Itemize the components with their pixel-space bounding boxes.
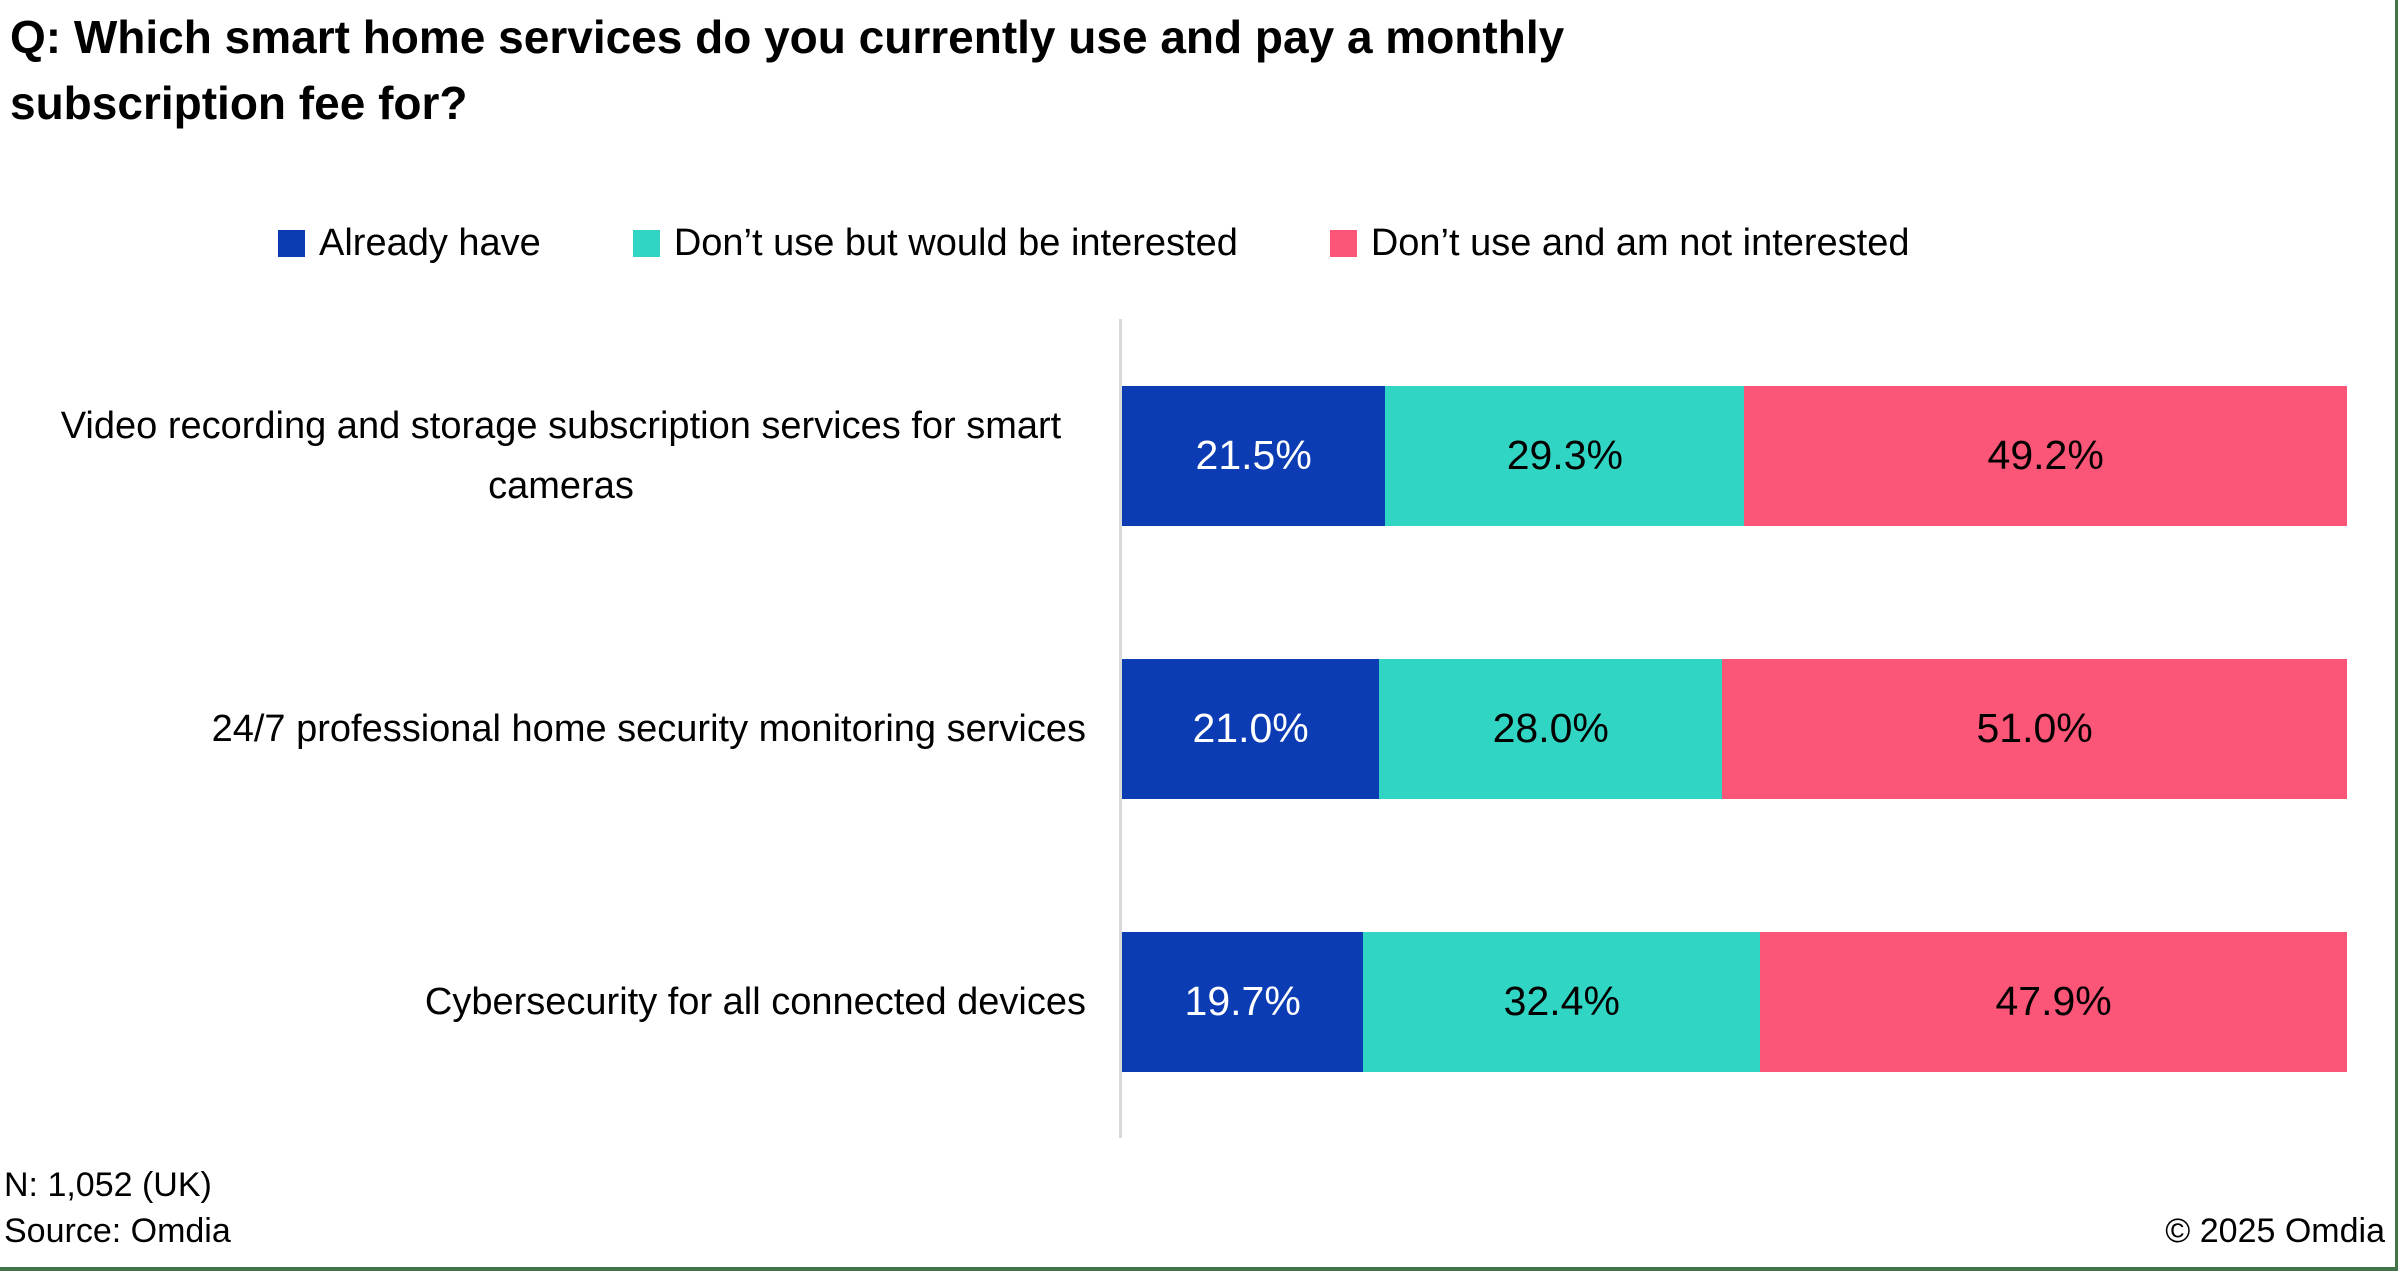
legend-swatch-icon	[632, 230, 660, 257]
category-cell: 24/7 professional home security monitori…	[0, 699, 1122, 759]
plot-area: Video recording and storage subscription…	[0, 319, 2395, 1138]
bar-segment: 28.0%	[1379, 658, 1723, 799]
legend-label: Don’t use but would be interested	[673, 222, 1238, 264]
data-label: 29.3%	[1506, 432, 1623, 478]
copyright-note: © 2025 Omdia	[2165, 1212, 2385, 1250]
bar-segment: 51.0%	[1722, 658, 2347, 799]
data-label: 21.5%	[1195, 432, 1312, 478]
bar-segment: 21.5%	[1122, 385, 1386, 526]
legend-label: Don’t use and am not interested	[1370, 222, 1910, 264]
bar-segment: 19.7%	[1122, 931, 1364, 1072]
stacked-bar: 21.5% 29.3% 49.2%	[1122, 385, 2347, 526]
category-label: Video recording and storage subscription…	[60, 404, 1062, 507]
legend-item: Don’t use but would be interested	[632, 222, 1238, 265]
legend-swatch-icon	[278, 230, 305, 257]
chart-row: Cybersecurity for all connected devices 1…	[0, 865, 2395, 1138]
stacked-bar: 21.0% 28.0% 51.0%	[1122, 658, 2347, 799]
footer: N: 1,052 (UK) Source: Omdia © 2025 Omdia	[0, 1162, 2395, 1254]
data-label: 32.4%	[1503, 978, 1620, 1024]
legend-item: Don’t use and am not interested	[1329, 222, 1910, 265]
bar-segment: 47.9%	[1760, 931, 2348, 1072]
category-label: Cybersecurity for all connected devices	[424, 980, 1086, 1023]
category-label: 24/7 professional home security monitori…	[211, 707, 1086, 750]
data-label: 51.0%	[1976, 705, 2093, 751]
legend: Already have Don’t use but would be inter…	[278, 222, 2395, 265]
data-label: 49.2%	[1987, 432, 2104, 478]
data-label: 21.0%	[1192, 705, 1309, 751]
chart-title: Q: Which smart home services do you curr…	[10, 11, 1565, 129]
chart-row: Video recording and storage subscription…	[0, 319, 2395, 592]
bar-segment: 21.0%	[1122, 658, 1380, 799]
category-cell: Video recording and storage subscription…	[0, 396, 1122, 516]
data-label: 19.7%	[1184, 978, 1301, 1024]
source-note: Source: Omdia	[4, 1212, 231, 1250]
data-label: 28.0%	[1492, 705, 1609, 751]
legend-swatch-icon	[1329, 230, 1357, 257]
chart-row: 24/7 professional home security monitori…	[0, 592, 2395, 865]
legend-label: Already have	[319, 222, 541, 264]
sample-size-note: N: 1,052 (UK)	[4, 1166, 212, 1204]
bar-segment: 29.3%	[1385, 385, 1745, 526]
category-cell: Cybersecurity for all connected devices	[0, 972, 1122, 1032]
data-label: 47.9%	[1995, 978, 2112, 1024]
legend-item: Already have	[278, 222, 541, 265]
bar-segment: 49.2%	[1744, 385, 2347, 526]
bar-segment: 32.4%	[1363, 931, 1761, 1072]
y-axis-line	[1119, 319, 1122, 1138]
stacked-bar: 19.7% 32.4% 47.9%	[1122, 931, 2348, 1072]
